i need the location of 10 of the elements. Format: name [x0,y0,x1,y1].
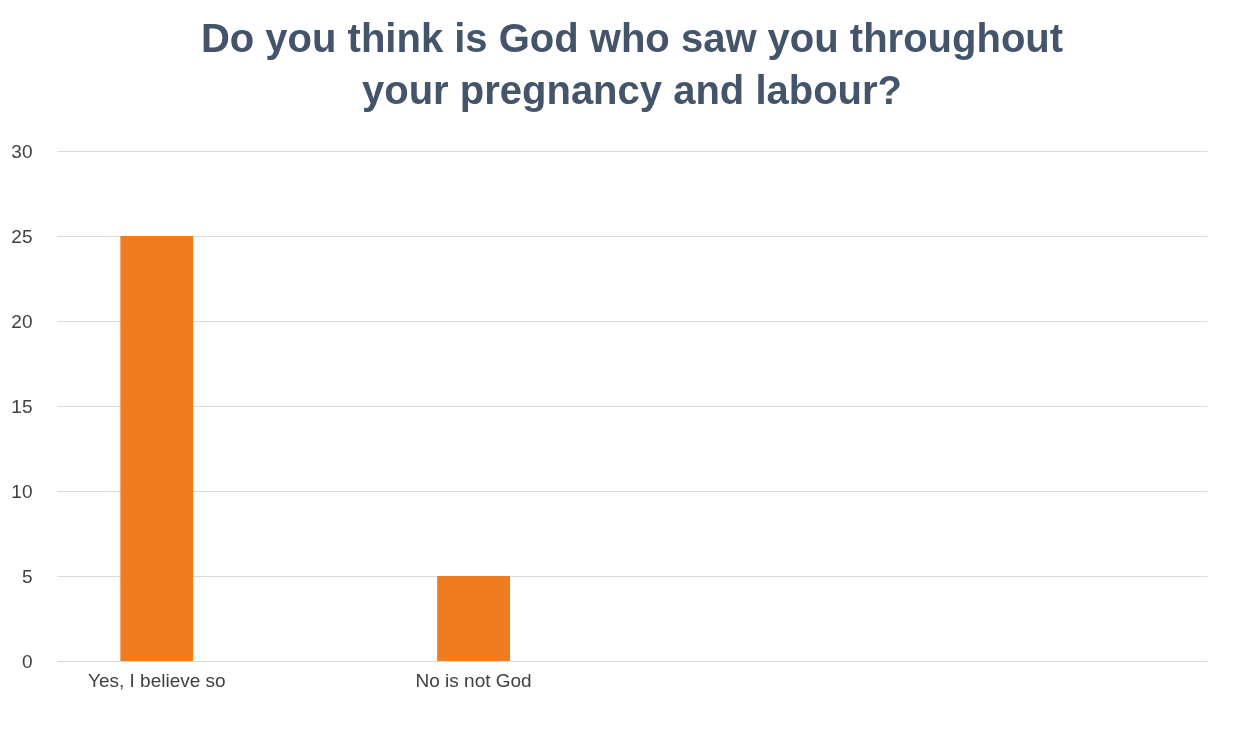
chart-title: Do you think is God who saw you throughout your pregnancy and labour? [200,16,1064,112]
y-tick-label: 30 [11,140,33,162]
y-tick-label: 15 [11,395,33,417]
y-tick-label: 0 [21,650,33,672]
y-tick-label: 10 [11,480,33,502]
x-tick-label: Yes, I believe so [87,669,226,691]
y-tick-label: 25 [11,225,33,247]
y-tick-label: 5 [21,565,33,587]
x-tick-label: No is not God [415,669,532,691]
y-tick-label: 20 [11,310,33,332]
